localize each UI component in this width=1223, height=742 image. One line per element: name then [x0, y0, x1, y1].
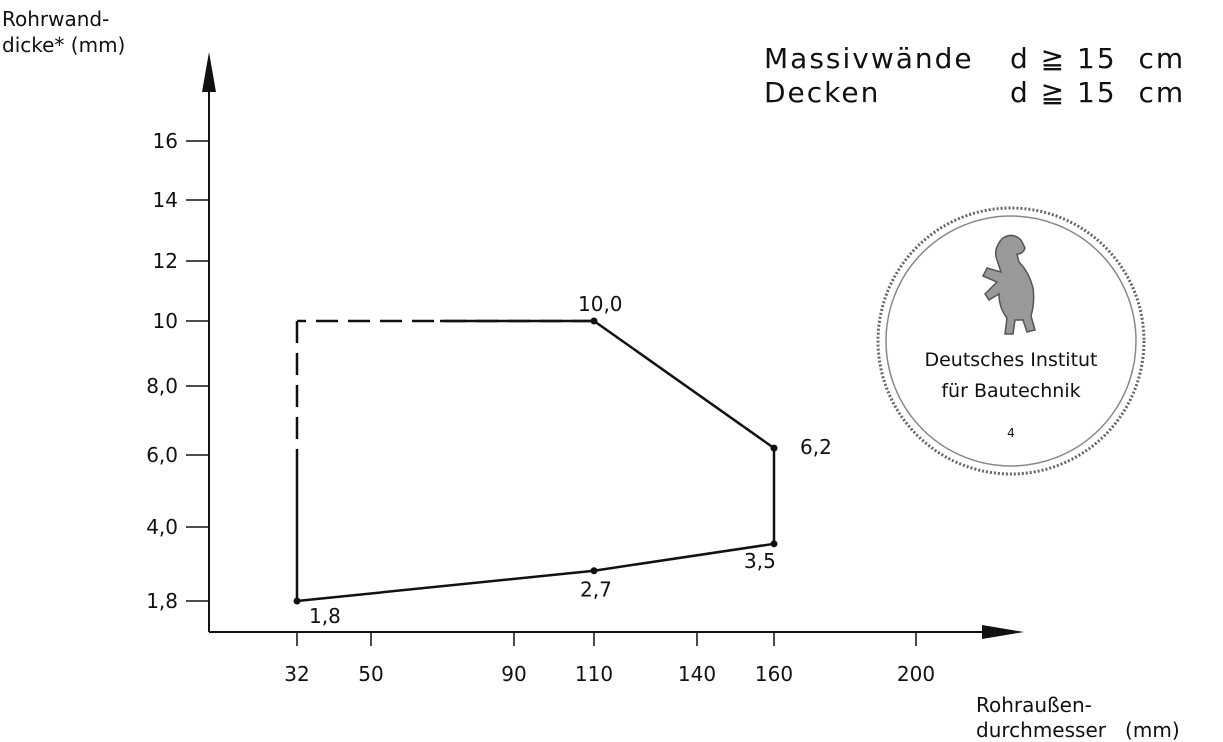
data-label-2: 3,5: [744, 549, 776, 573]
x-tick-label-0: 32: [284, 662, 309, 686]
y-tick-label-4: 10: [153, 309, 178, 333]
dibt-stamp: Deutsches Institut für Bautechnik 4: [876, 206, 1146, 476]
y-tick-label-3: 8,0: [146, 374, 178, 398]
y-tick-label-2: 6,0: [146, 443, 178, 467]
series-boundary-line: [296, 319, 776, 603]
data-point-4: [590, 317, 598, 325]
note-walls-label: Massivwände: [764, 42, 974, 75]
data-label-4: 10,0: [578, 292, 623, 316]
x-axis-label-line-2: durchmesser (mm): [976, 718, 1180, 742]
y-tick-label-5: 12: [153, 249, 178, 273]
x-tick-label-6: 200: [897, 662, 935, 686]
data-point-1: [590, 567, 598, 575]
y-axis-label-line-1: Rohrwand-: [2, 7, 109, 31]
data-label-3: 6,2: [800, 435, 832, 459]
y-tick-label-7: 16: [153, 129, 178, 153]
x-tick-label-3: 110: [575, 662, 613, 686]
x-tick-label-2: 90: [501, 662, 526, 686]
y-tick-label-6: 14: [153, 188, 178, 212]
x-tick-label-1: 50: [358, 662, 383, 686]
y-axis-label-line-2: dicke* (mm): [2, 33, 125, 57]
berlin-bear-icon: [981, 234, 1036, 335]
x-tick-label-4: 140: [678, 662, 716, 686]
y-tick-label-1: 4,0: [146, 515, 178, 539]
plot-area: 1,8 2,7 3,5 6,2 10,0: [293, 292, 832, 628]
stamp-line-1: Deutsches Institut: [924, 349, 1097, 371]
data-label-0: 1,8: [309, 604, 341, 628]
x-axis-arrow: [982, 625, 1024, 639]
data-point-3: [770, 444, 778, 452]
y-axis-arrow: [202, 52, 216, 92]
y-ticks: 1,8 4,0 6,0 8,0 10 12 14 16: [146, 129, 209, 613]
note-walls-value: d ≧ 15 cm: [1010, 42, 1186, 75]
data-point-0: [293, 597, 301, 605]
stamp-number: 4: [1007, 426, 1015, 440]
axes: [202, 52, 1024, 639]
data-label-1: 2,7: [580, 578, 612, 602]
stamp-line-2: für Bautechnik: [941, 380, 1080, 402]
x-axis-label-line-1: Rohraußen-: [976, 693, 1092, 717]
x-tick-label-5: 160: [755, 662, 793, 686]
x-ticks: 32 50 90 110 140 160 200: [284, 632, 935, 686]
note-ceilings-value: d ≧ 15 cm: [1010, 76, 1186, 109]
note-ceilings-label: Decken: [764, 76, 881, 109]
data-point-2: [770, 540, 778, 548]
y-tick-label-0: 1,8: [146, 589, 178, 613]
